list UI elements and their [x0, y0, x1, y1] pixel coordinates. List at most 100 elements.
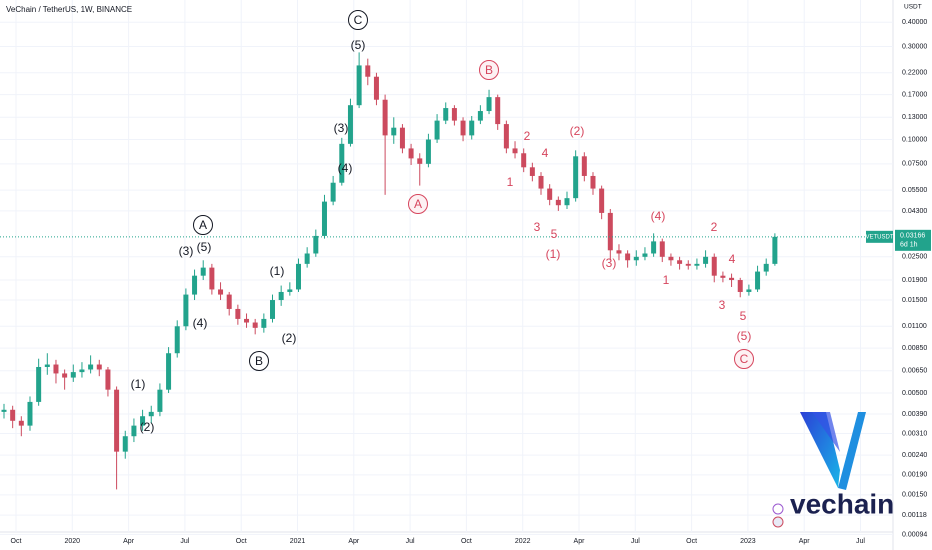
wave-label: (5): [737, 329, 752, 343]
x-tick-label: Jul: [856, 538, 865, 545]
candle-body: [131, 425, 137, 437]
wave-label: A: [414, 197, 422, 211]
candle-body: [408, 148, 414, 159]
candle-body: [339, 143, 345, 183]
candle-body: [538, 175, 544, 189]
candle-body: [96, 364, 102, 370]
candle-body: [755, 271, 761, 290]
wave-label: (3): [602, 256, 617, 270]
candle-body: [737, 280, 743, 292]
grid: [0, 0, 893, 535]
price-tag: 0.03166: [900, 233, 925, 240]
candle-body: [425, 139, 431, 164]
candle-body: [200, 267, 206, 276]
candle-body: [192, 275, 198, 295]
wave-label: C: [354, 13, 363, 27]
y-tick-label: 0.05500: [902, 187, 927, 194]
wave-label: 3: [534, 220, 541, 234]
y-tick-label: 0.07500: [902, 161, 927, 168]
wave-label: 4: [729, 252, 736, 266]
candle-body: [174, 326, 180, 354]
y-tick-label: 0.00094: [902, 531, 927, 538]
candle-body: [347, 105, 353, 144]
y-tick-label: 0.30000: [902, 43, 927, 50]
candle-body: [105, 369, 111, 390]
x-tick-label: Oct: [686, 538, 697, 545]
wave-circle: [408, 194, 428, 214]
x-tick-label: Jul: [631, 538, 640, 545]
x-tick-label: Oct: [236, 538, 247, 545]
x-tick-label: Jul: [180, 538, 189, 545]
logo-v-right: [838, 412, 866, 490]
wave-label: (5): [197, 240, 212, 254]
candle-body: [44, 364, 50, 367]
x-tick-label: 2020: [65, 538, 81, 545]
candle-body: [70, 372, 76, 378]
wave-circle: [193, 215, 213, 235]
candle-body: [590, 175, 596, 189]
candle-body: [226, 294, 232, 309]
wave-label: (1): [546, 247, 561, 261]
candle-body: [486, 97, 492, 112]
candle-body: [616, 250, 622, 254]
y-tick-label: 0.00118: [902, 512, 927, 519]
candle-body: [140, 416, 146, 426]
wave-label: C: [740, 352, 749, 366]
candle-body: [443, 108, 449, 121]
candle-body: [304, 253, 310, 264]
wave-label: (1): [270, 264, 285, 278]
candle-body: [746, 289, 752, 292]
y-tick-label: 0.10000: [902, 136, 927, 143]
wave-label: (5): [351, 38, 366, 52]
wave-label: B: [255, 354, 263, 368]
y-tick-label: 0.22000: [902, 70, 927, 77]
x-tick-label: Apr: [574, 538, 586, 545]
candle-body: [365, 65, 371, 77]
wave-label: (4): [651, 209, 666, 223]
wave-label: 4: [542, 146, 549, 160]
wave-circle: [348, 10, 368, 30]
candle-body: [685, 263, 691, 266]
candle-body: [278, 291, 284, 301]
wave-label: 1: [507, 175, 514, 189]
candle-body: [581, 156, 587, 176]
candle-body: [607, 212, 613, 251]
flag-icon[interactable]: [772, 516, 784, 528]
y-tick-label: 0.00390: [902, 411, 927, 418]
y-tick-label: 0.04300: [902, 208, 927, 215]
candle-body: [114, 389, 120, 452]
candle-body: [763, 263, 769, 272]
candle-body: [10, 409, 16, 421]
candle-body: [434, 120, 440, 140]
wave-label: 2: [711, 220, 718, 234]
candle-body: [451, 108, 457, 121]
x-tick-label: Apr: [799, 538, 811, 545]
candle-body: [36, 366, 42, 402]
y-tick-label: 0.00150: [902, 492, 927, 499]
wave-label: 1: [663, 273, 670, 287]
candle-body: [235, 308, 241, 319]
candle-body: [642, 253, 648, 257]
wave-label: (3): [334, 121, 349, 135]
candle-body: [694, 263, 700, 266]
wave-label: (2): [570, 124, 585, 138]
y-tick-label: 0.00650: [902, 368, 927, 375]
countdown: 6d 1h: [900, 242, 918, 249]
candle-body: [573, 156, 579, 199]
candle-body: [633, 256, 639, 261]
plot: [0, 52, 893, 490]
candle-body: [417, 158, 423, 164]
candle-body: [122, 436, 128, 452]
candle-body: [62, 373, 68, 378]
wave-label: (1): [131, 377, 146, 391]
symbol-tag: VETUSDT: [865, 234, 893, 240]
wave-label: (2): [282, 331, 297, 345]
candle-body: [599, 188, 605, 213]
candle-body: [157, 389, 163, 412]
candle-body: [287, 289, 293, 292]
candle-body: [469, 120, 475, 136]
candle-body: [677, 260, 683, 264]
x-tick-label: 2023: [740, 538, 756, 545]
alert-icon[interactable]: [772, 503, 784, 515]
candle-body: [711, 256, 717, 276]
